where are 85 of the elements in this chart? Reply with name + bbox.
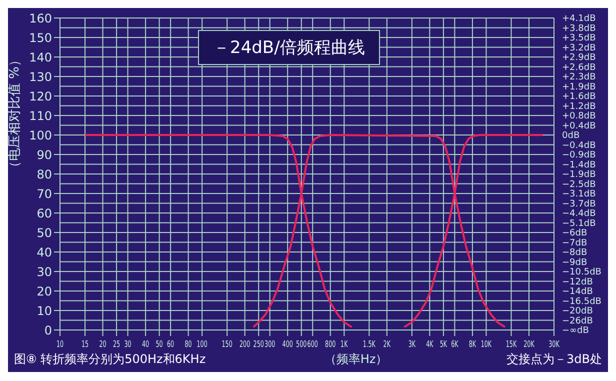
x-tick-label: 25 <box>112 338 120 350</box>
text: −4.4dB <box>562 209 596 220</box>
text: −7dB <box>562 238 588 248</box>
text: +4.1dB <box>562 14 596 24</box>
x-tick-label: 40 <box>142 338 150 350</box>
y-tick-label: 40 <box>36 245 52 260</box>
text: +2.6dB <box>562 62 596 73</box>
text: −1.4dB <box>562 160 596 170</box>
x-tick-label: 80 <box>184 338 192 350</box>
x-axis-title: （频率Hz） <box>324 350 388 368</box>
x-tick-label: 5K <box>440 338 448 350</box>
y-tick-label: 0 <box>44 323 52 338</box>
x-tick-label: 15 <box>81 338 89 350</box>
x-tick-label: 60 <box>167 338 174 350</box>
x-tick-label: 8K <box>468 338 477 350</box>
x-tick-label: 250 <box>253 338 264 350</box>
text: +2.3dB <box>562 72 596 83</box>
x-tick-label: 6K <box>451 338 460 350</box>
text: +0.4dB <box>562 121 596 132</box>
x-tick-label: 400 <box>282 338 294 350</box>
y-tick-label: 70 <box>36 186 52 201</box>
x-tick-label: 600 <box>307 338 318 350</box>
x-tick-label: 4K <box>426 338 434 350</box>
x-tick-label: 20K <box>524 338 536 350</box>
text: +1.2dB <box>562 102 596 112</box>
text: +2.9dB <box>562 53 596 64</box>
text: −2.5dB <box>562 180 596 190</box>
text: −0.4dB <box>562 140 596 151</box>
text: −3.7dB <box>562 199 596 210</box>
text: −20dB <box>562 306 593 317</box>
y-tick-label: 130 <box>29 70 52 84</box>
text: +1.9dB <box>562 82 596 92</box>
x-tick-label: 100 <box>196 338 208 350</box>
text: 交接点为－3dB处 <box>506 350 602 368</box>
x-tick-label: 1.5K <box>362 338 376 350</box>
text: −3.1dB <box>562 190 596 200</box>
x-tick-label: 500 <box>296 338 307 350</box>
text: −12dB <box>562 277 593 288</box>
y-tick-label: 30 <box>36 264 52 279</box>
y-tick-label: 110 <box>29 108 52 123</box>
y-tick-label: 160 <box>29 11 52 26</box>
text: −14dB <box>562 287 593 298</box>
y-tick-label: 140 <box>29 50 52 64</box>
x-tick-label: 2K <box>383 338 392 350</box>
text: −∞dB <box>562 326 589 336</box>
y-tick-label: 10 <box>36 304 52 318</box>
y-tick-label: 150 <box>29 30 52 45</box>
y-tick-label: 20 <box>36 284 52 298</box>
text: −6dB <box>562 228 588 239</box>
y-axis-title: （电压相对比值 %） <box>8 54 23 174</box>
x-tick-label: 30 <box>124 338 132 350</box>
y-tick-label: 90 <box>36 148 52 162</box>
text: −9dB <box>562 258 588 268</box>
y-tick-label: 50 <box>36 226 52 240</box>
text: −5.1dB <box>562 218 596 229</box>
x-tick-label: 1K <box>340 338 349 350</box>
y-tick-label: 80 <box>36 167 52 182</box>
y-tick-label: 60 <box>36 206 52 220</box>
text: −16.5dB <box>562 296 602 307</box>
text: +1.6dB <box>562 92 596 102</box>
x-tick-label: 200 <box>240 338 250 350</box>
text: −0.9dB <box>562 150 596 161</box>
text: −10.5dB <box>562 268 602 278</box>
x-tick-label: 150 <box>222 338 233 350</box>
x-tick-label: 30K <box>548 338 560 350</box>
text: 0dB <box>562 131 580 142</box>
text: +0.8dB <box>562 112 596 122</box>
x-tick-label: 10K <box>480 338 492 350</box>
x-tick-label: 20 <box>99 338 106 350</box>
y-tick-label: 120 <box>29 89 52 104</box>
x-tick-label: 300 <box>264 338 276 350</box>
text: −26dB <box>562 316 593 326</box>
text: −8dB <box>562 248 588 258</box>
x-tick-label: 50 <box>156 338 164 350</box>
text: +3.2dB <box>562 43 596 54</box>
x-tick-label: 800 <box>325 338 336 350</box>
text: +3.5dB <box>562 34 596 44</box>
y-tick-label: 100 <box>29 128 52 142</box>
text: －24dB/倍频程曲线 <box>198 30 380 65</box>
text: −1.9dB <box>562 170 596 180</box>
x-tick-label: 15K <box>506 338 518 350</box>
x-tick-label: 10 <box>56 338 64 350</box>
text: +3.8dB <box>562 24 596 34</box>
x-tick-label: 3K <box>408 338 416 350</box>
text: 图⑧ 转折频率分别为500Hz和6KHz <box>14 350 206 368</box>
